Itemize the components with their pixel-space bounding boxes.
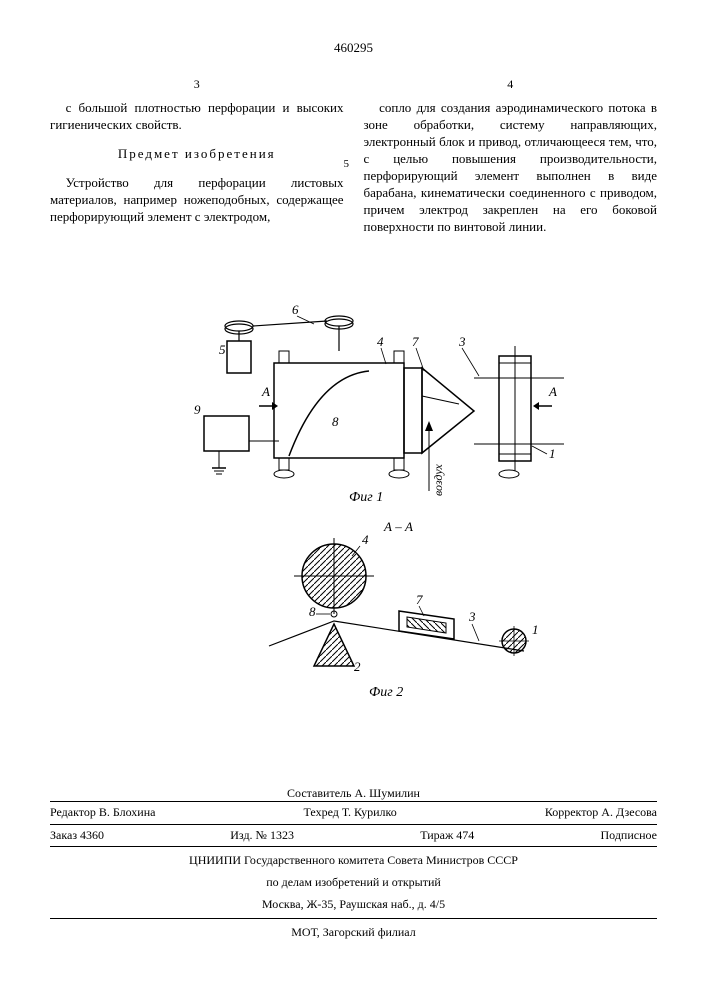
subscription: Подписное <box>601 828 658 844</box>
right-col-number: 4 <box>364 77 658 93</box>
label-3: 3 <box>458 334 466 349</box>
vozdukh-label: воздух <box>431 463 445 495</box>
izd: Изд. № 1323 <box>230 828 294 844</box>
left-line1: с большой плотностью перфорации и высоки… <box>50 100 344 134</box>
figure-2: А – А 4 8 2 7 3 <box>269 519 539 700</box>
left-col-number: 3 <box>50 77 344 93</box>
text-columns: 3 с большой плотностью перфорации и высо… <box>50 77 657 236</box>
fig2-label: Фиг 2 <box>369 685 403 700</box>
label-1: 1 <box>549 446 556 461</box>
side-number-5: 5 <box>344 157 350 171</box>
order: Заказ 4360 <box>50 828 104 844</box>
label-7: 7 <box>412 334 419 349</box>
label-1-f2: 1 <box>532 622 539 637</box>
label-7-f2: 7 <box>416 592 423 607</box>
section-label: А – А <box>383 519 413 534</box>
label-3-f2: 3 <box>468 609 476 624</box>
address: Москва, Ж-35, Раушская наб., д. 4/5 <box>50 894 657 916</box>
label-A-right: А <box>548 384 557 399</box>
left-para1: Устройство для перфорации листовых матер… <box>50 175 344 226</box>
label-5: 5 <box>219 342 226 357</box>
printer: МОТ, Загорский филиал <box>50 922 657 944</box>
subject-title: Предмет изобретения <box>50 146 344 163</box>
label-4: 4 <box>377 334 384 349</box>
right-para1: сопло для создания аэродинамического пот… <box>364 100 658 235</box>
label-4-f2: 4 <box>362 532 369 547</box>
label-2-f2: 2 <box>354 659 361 674</box>
label-6: 6 <box>292 302 299 317</box>
tirazh: Тираж 474 <box>420 828 474 844</box>
right-column: 4 сопло для создания аэродинамического п… <box>364 77 658 236</box>
label-A-left: А <box>261 384 270 399</box>
label-9: 9 <box>194 402 201 417</box>
footer-block: Составитель А. Шумилин Редактор В. Блохи… <box>50 786 657 947</box>
org2: по делам изобретений и открытий <box>50 872 657 894</box>
editor: Редактор В. Блохина <box>50 805 155 821</box>
fig1-label: Фиг 1 <box>349 490 383 505</box>
figure-1: А А 5 6 4 7 3 8 9 1 воздух Фиг 1 <box>194 302 564 505</box>
compiler: Составитель А. Шумилин <box>50 786 657 802</box>
patent-number: 460295 <box>50 40 657 57</box>
technical-diagram: А А 5 6 4 7 3 8 9 1 воздух Фиг 1 А – А <box>104 296 604 726</box>
corrector: Корректор А. Дзесова <box>545 805 657 821</box>
label-8-f2: 8 <box>309 604 316 619</box>
label-8: 8 <box>332 414 339 429</box>
left-column: 3 с большой плотностью перфорации и высо… <box>50 77 344 236</box>
techred: Техред Т. Курилко <box>304 805 397 821</box>
org1: ЦНИИПИ Государственного комитета Совета … <box>50 850 657 872</box>
